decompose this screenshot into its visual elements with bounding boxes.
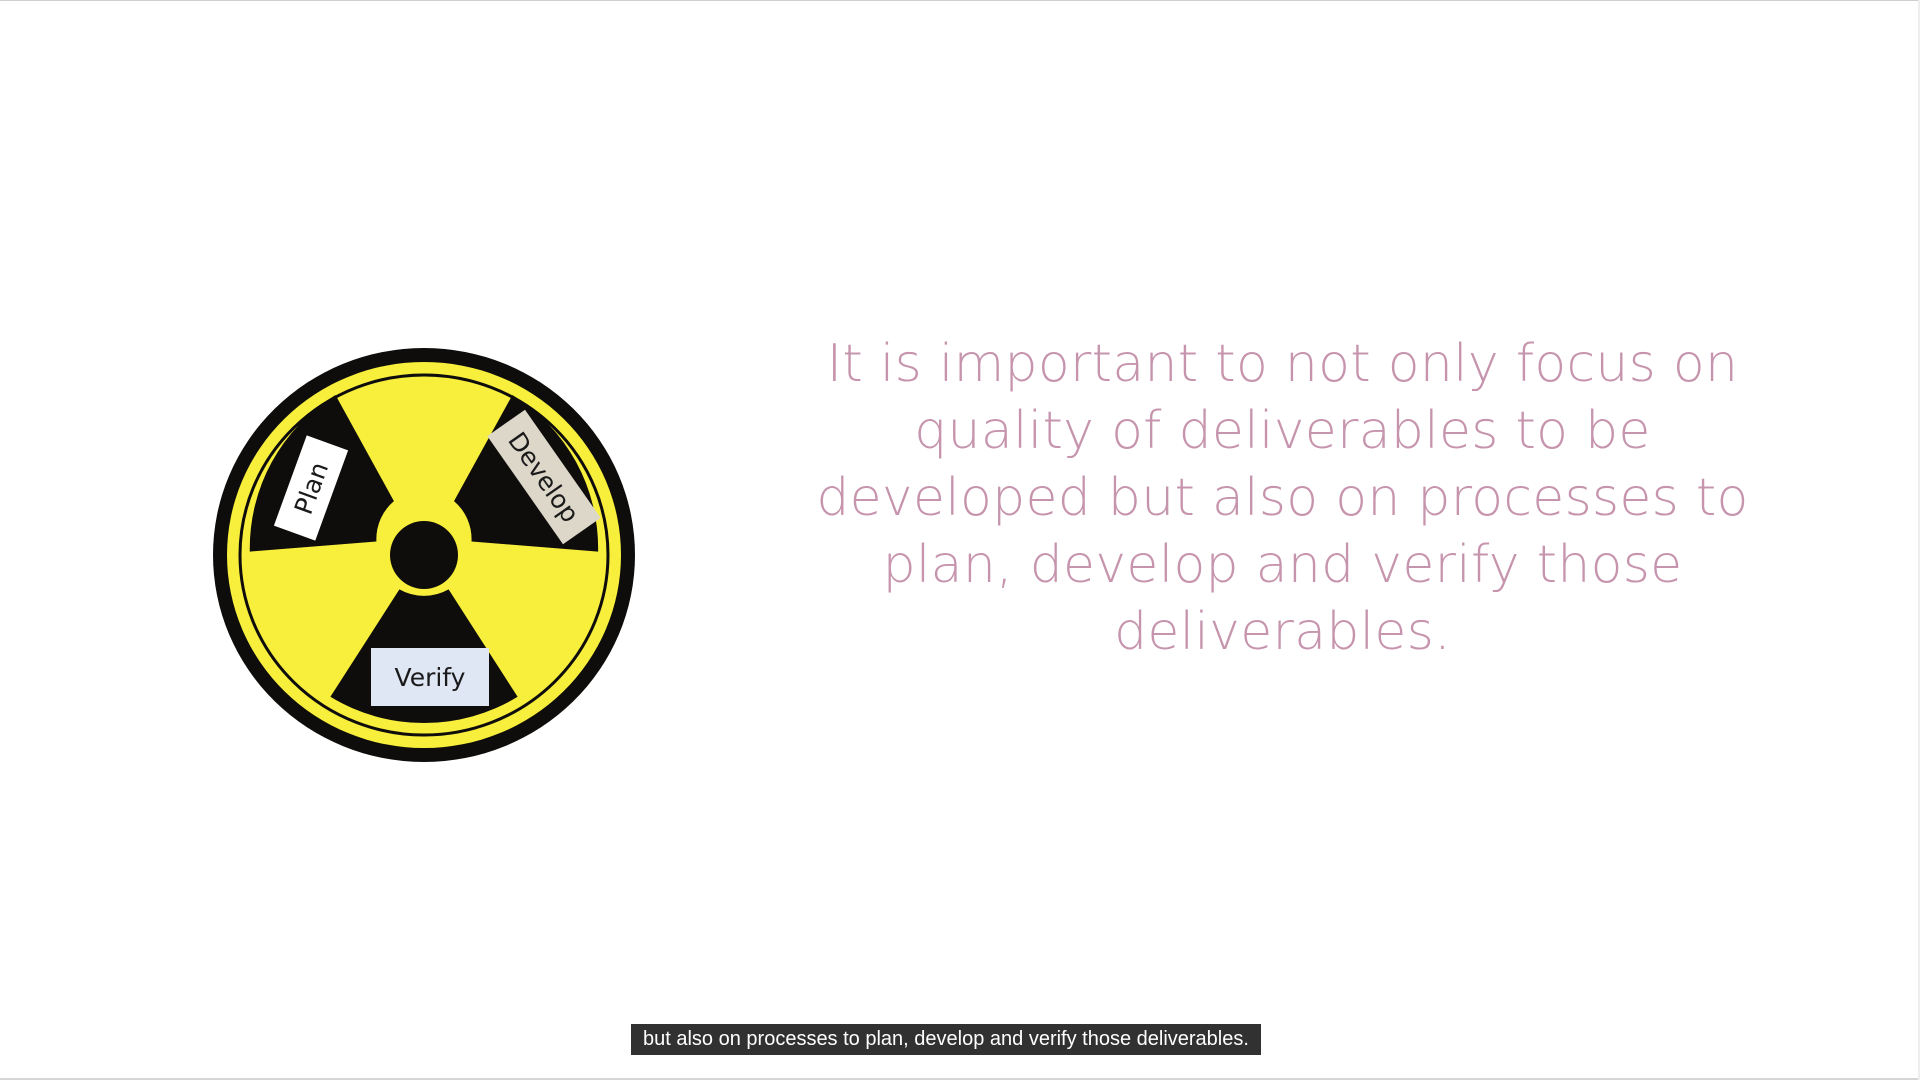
bottom-border	[0, 1078, 1920, 1080]
slide-body-text: It is important to not only focus on qua…	[816, 334, 1749, 662]
radiation-symbol-icon: Plan Develop Verify	[211, 346, 638, 764]
subtitle-caption: but also on processes to plan, develop a…	[631, 1024, 1261, 1055]
right-border	[1918, 0, 1920, 1080]
symbol-center	[390, 521, 458, 589]
develop-card	[487, 409, 601, 545]
plan-card	[273, 435, 349, 541]
symbol-inner-ring	[238, 373, 610, 737]
verify-card	[371, 648, 489, 706]
top-border	[0, 0, 1920, 1]
verify-label: Verify	[395, 663, 466, 692]
